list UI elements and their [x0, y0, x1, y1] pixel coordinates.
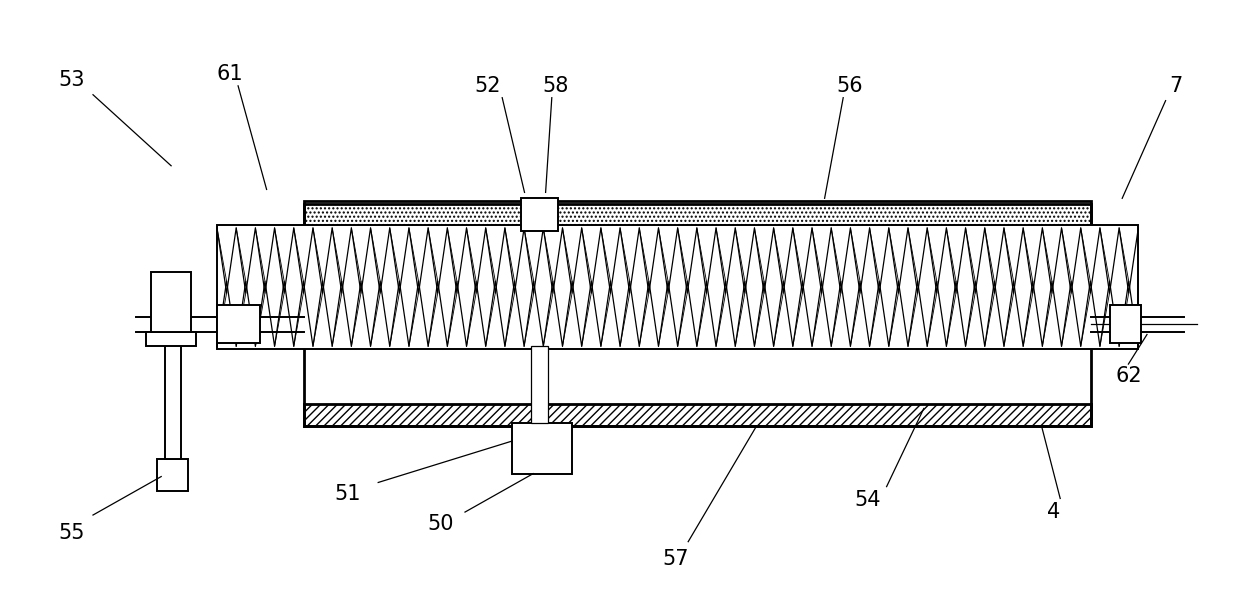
Bar [304, 204, 1091, 226]
Text: 57: 57 [662, 549, 689, 570]
Bar [217, 305, 260, 343]
Bar [146, 332, 196, 346]
Bar [531, 346, 548, 423]
Text: 53: 53 [58, 70, 86, 90]
Bar [521, 198, 558, 231]
Bar [157, 459, 188, 491]
Bar [304, 201, 1091, 426]
Text: 51: 51 [334, 484, 361, 504]
Bar [165, 340, 181, 459]
Text: 7: 7 [1169, 76, 1182, 96]
Bar [512, 423, 572, 474]
Text: 4: 4 [1048, 502, 1060, 522]
Bar [217, 225, 1138, 349]
Bar [1110, 305, 1141, 343]
Bar [151, 272, 191, 332]
Text: 55: 55 [58, 523, 86, 543]
Text: 56: 56 [836, 76, 863, 96]
Text: 58: 58 [542, 76, 569, 96]
Text: 62: 62 [1115, 366, 1142, 386]
Bar [217, 225, 1138, 349]
Text: 50: 50 [427, 514, 454, 534]
Text: 54: 54 [854, 490, 882, 510]
Text: 61: 61 [216, 64, 243, 84]
Bar [304, 404, 1091, 426]
Text: 52: 52 [474, 76, 501, 96]
